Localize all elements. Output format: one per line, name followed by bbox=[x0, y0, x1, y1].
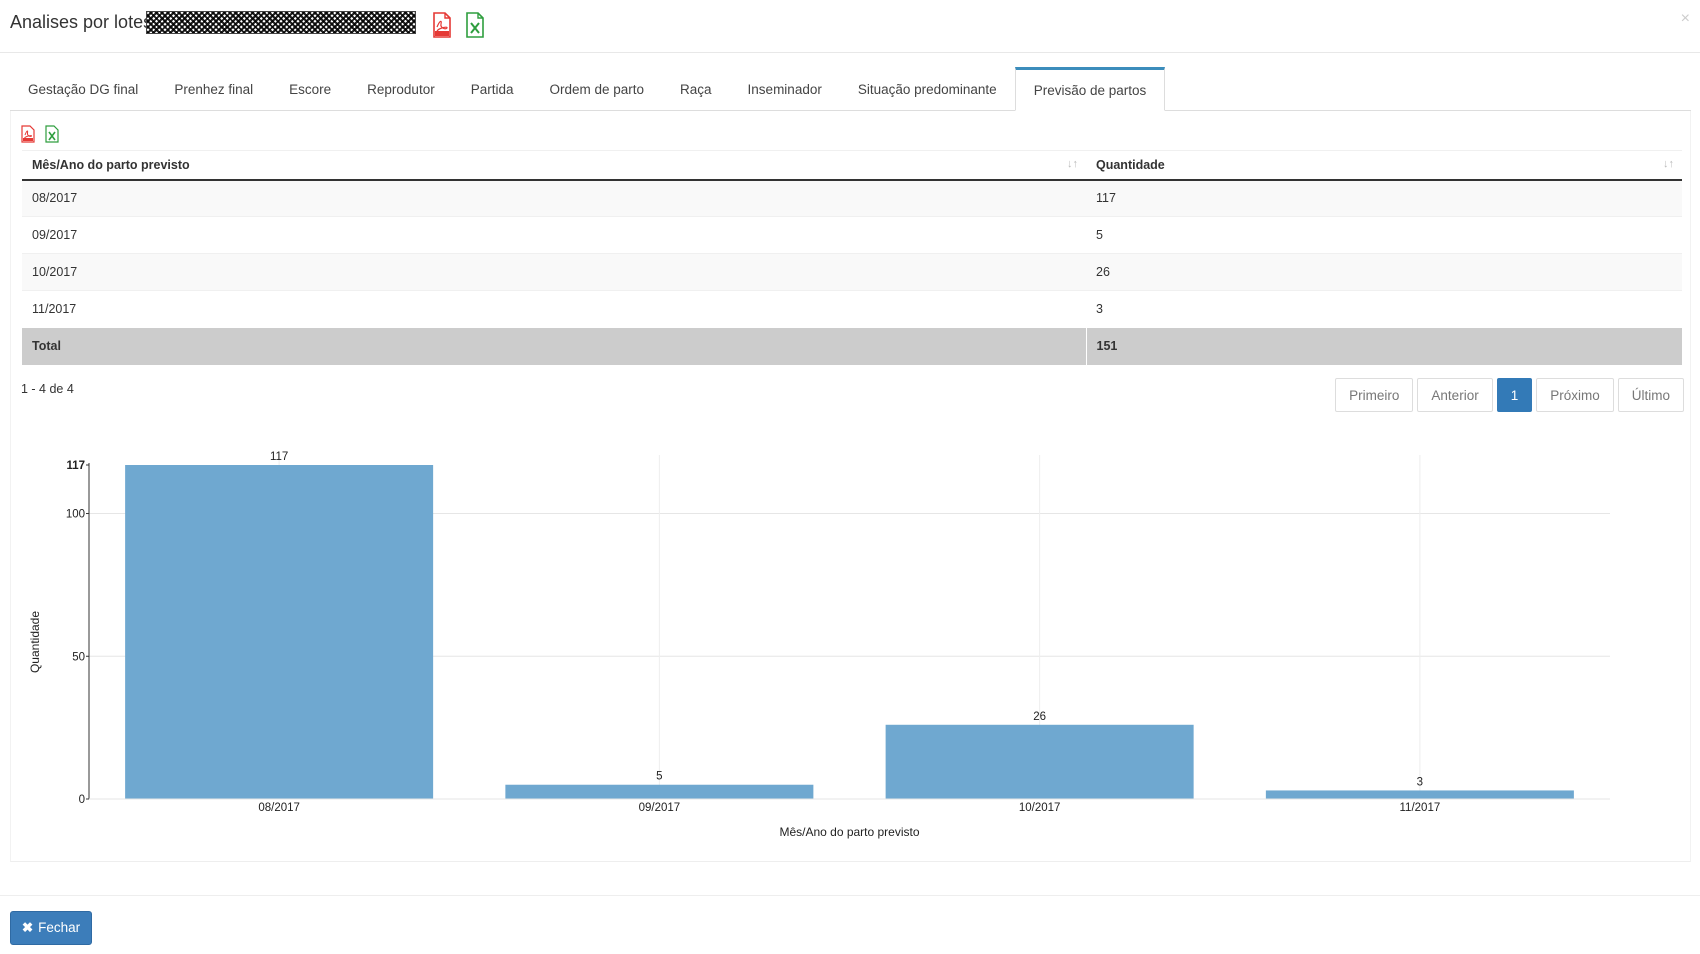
close-button[interactable]: ✖ Fechar bbox=[10, 911, 92, 945]
chart-bars: 117 5 26 3 bbox=[125, 451, 1574, 799]
sort-icon[interactable]: ↓↑ bbox=[1067, 158, 1078, 170]
bar-09-2017 bbox=[505, 784, 814, 799]
column-header-month[interactable]: Mês/Ano do parto previsto ↓↑ bbox=[22, 150, 1086, 181]
bar-08-2017 bbox=[125, 465, 434, 799]
pdf-export-icon[interactable] bbox=[432, 12, 452, 38]
y-tick-label: 100 bbox=[66, 509, 85, 521]
table-cell: 117 bbox=[1086, 179, 1682, 217]
bar-chart: 117 5 26 3 0 50 100 117 08/2017 09/2017 10/2017 11… bbox=[28, 451, 1610, 839]
chart-axes: 0 50 100 117 08/2017 09/2017 10/2017 11/2017 bbox=[66, 460, 1610, 814]
x-axis-label: Mês/Ano do parto previsto bbox=[779, 825, 919, 839]
column-header-quantity[interactable]: Quantidade ↓↑ bbox=[1086, 150, 1682, 181]
bar-value-label: 5 bbox=[656, 771, 662, 783]
tab-bar: Gestação DG final Prenhez final Escore R… bbox=[10, 67, 1691, 111]
tab-reprodutor[interactable]: Reprodutor bbox=[367, 82, 435, 97]
table-row: 11/2017 3 bbox=[22, 290, 1682, 328]
table-header-row: Mês/Ano do parto previsto ↓↑ Quantidade … bbox=[22, 150, 1682, 181]
table-cell: 11/2017 bbox=[22, 290, 1086, 328]
footer-divider bbox=[0, 895, 1700, 896]
total-label: Total bbox=[22, 327, 1087, 365]
table-cell: 26 bbox=[1086, 253, 1682, 291]
table-excel-export-icon[interactable] bbox=[45, 125, 59, 143]
x-tick-label: 10/2017 bbox=[1019, 802, 1061, 814]
y-tick-label: 50 bbox=[72, 651, 85, 663]
x-tick-label: 09/2017 bbox=[639, 802, 681, 814]
excel-export-icon[interactable] bbox=[465, 12, 485, 38]
bar-10-2017 bbox=[885, 724, 1194, 799]
table-cell: 3 bbox=[1086, 290, 1682, 328]
y-axis-label: Quantidade bbox=[28, 611, 42, 673]
table-cell: 09/2017 bbox=[22, 216, 1086, 254]
tab-escore[interactable]: Escore bbox=[289, 82, 332, 97]
close-x-icon: ✖ bbox=[21, 920, 34, 935]
table-row: 10/2017 26 bbox=[22, 253, 1682, 291]
tab-partida[interactable]: Partida bbox=[470, 82, 514, 97]
total-value: 151 bbox=[1086, 327, 1682, 365]
redacted-lot-id bbox=[146, 11, 416, 34]
pagination: Primeiro Anterior 1 Próximo Último bbox=[1331, 378, 1684, 412]
table-row: 08/2017 117 bbox=[22, 179, 1682, 217]
y-tick-label: 117 bbox=[66, 460, 85, 472]
page-next-button[interactable]: Próximo bbox=[1536, 378, 1614, 412]
forecast-table: Mês/Ano do parto previsto ↓↑ Quantidade … bbox=[22, 150, 1682, 365]
tab-ordem-de-parto[interactable]: Ordem de parto bbox=[549, 82, 645, 97]
modal-header: Analises por lotes × bbox=[0, 0, 1700, 53]
bar-value-label: 117 bbox=[270, 451, 288, 463]
page-prev-button[interactable]: Anterior bbox=[1417, 378, 1493, 412]
tab-gestacao-dg-final[interactable]: Gestação DG final bbox=[28, 82, 139, 97]
sort-icon[interactable]: ↓↑ bbox=[1663, 158, 1674, 170]
table-cell: 5 bbox=[1086, 216, 1682, 254]
tab-previsao-de-partos[interactable]: Previsão de partos bbox=[1014, 67, 1166, 111]
bar-value-label: 3 bbox=[1417, 776, 1423, 788]
bar-11-2017 bbox=[1265, 790, 1574, 799]
x-tick-label: 08/2017 bbox=[258, 802, 300, 814]
page-first-button[interactable]: Primeiro bbox=[1335, 378, 1414, 412]
tab-prenhez-final[interactable]: Prenhez final bbox=[174, 82, 254, 97]
tab-panel bbox=[10, 111, 1691, 862]
table-pdf-export-icon[interactable] bbox=[21, 125, 35, 143]
table-cell: 08/2017 bbox=[22, 179, 1086, 217]
close-icon[interactable]: × bbox=[1680, 10, 1690, 27]
table-row: 09/2017 5 bbox=[22, 216, 1682, 254]
tab-situacao-predominante[interactable]: Situação predominante bbox=[857, 82, 997, 97]
pagination-range: 1 - 4 de 4 bbox=[21, 382, 74, 396]
y-tick-label: 0 bbox=[79, 794, 85, 806]
x-tick-label: 11/2017 bbox=[1400, 802, 1441, 814]
tab-raca[interactable]: Raça bbox=[680, 82, 712, 97]
page-last-button[interactable]: Último bbox=[1617, 378, 1684, 412]
tab-inseminador[interactable]: Inseminador bbox=[747, 82, 822, 97]
bar-value-label: 26 bbox=[1033, 711, 1046, 723]
table-cell: 10/2017 bbox=[22, 253, 1086, 291]
modal-title: Analises por lotes bbox=[10, 12, 153, 32]
table-total-row: Total 151 bbox=[22, 327, 1682, 365]
page-current-button[interactable]: 1 bbox=[1496, 378, 1533, 412]
